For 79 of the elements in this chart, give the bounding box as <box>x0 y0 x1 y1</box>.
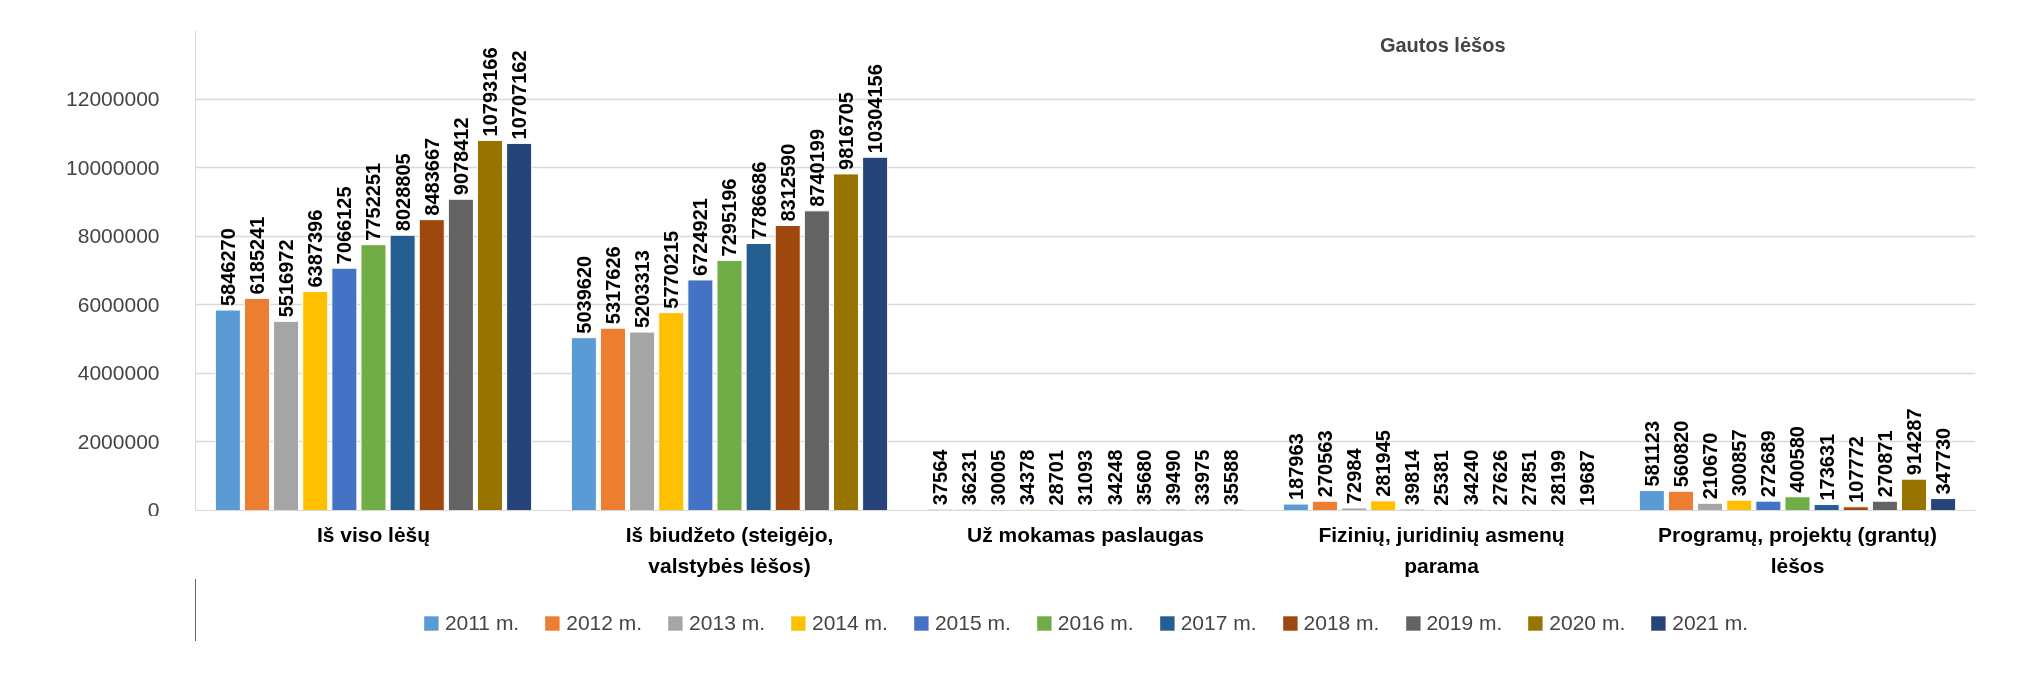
data-label: 5516972 <box>275 239 298 318</box>
x-tick-label: Už mokamas paslaugas <box>967 522 1204 546</box>
data-label: 8740199 <box>805 128 828 207</box>
data-label: 272689 <box>1757 430 1780 498</box>
data-label: 9078412 <box>449 117 472 196</box>
data-label: 7752251 <box>362 162 385 241</box>
x-tick-label: Iš viso lėšų <box>316 522 431 546</box>
legend-label: 2013 m. <box>689 611 765 635</box>
data-label: 30005 <box>987 449 1010 506</box>
y-tick-label: 4000000 <box>77 361 160 385</box>
y-tick-label: 8000000 <box>77 224 160 248</box>
data-label: 28701 <box>1045 449 1068 506</box>
data-label: 7066125 <box>333 186 356 265</box>
data-label: 6387396 <box>304 209 327 288</box>
data-label: 5039620 <box>572 255 595 334</box>
legend-label: 2018 m. <box>1303 611 1380 635</box>
data-label: 173631 <box>1815 433 1838 501</box>
legend-label: 2020 m. <box>1549 611 1626 635</box>
data-label: 5317626 <box>601 246 624 325</box>
data-label: 10793166 <box>479 47 502 137</box>
data-label: 187963 <box>1284 433 1307 501</box>
data-label: 300857 <box>1728 429 1751 497</box>
data-label: 34248 <box>1103 449 1126 506</box>
legend-label: 2017 m. <box>1180 611 1257 635</box>
legend-label: 2012 m. <box>566 611 643 635</box>
y-tick-label: 0 <box>147 497 160 521</box>
data-label: 36231 <box>957 449 980 506</box>
data-label: 107772 <box>1844 436 1867 503</box>
data-label: 5846270 <box>216 228 239 307</box>
x-tick-label: Iš biudžeto (steigėjo, valstybės lėšos) <box>625 522 834 577</box>
data-label: 39814 <box>1401 448 1424 506</box>
data-label: 5203313 <box>631 250 654 329</box>
data-label: 270871 <box>1873 430 1896 498</box>
data-label: 27851 <box>1517 449 1540 506</box>
data-label: 31093 <box>1074 449 1097 506</box>
chart-title: Gautos lėšos <box>1379 33 1506 56</box>
legend-label: 2011 m. <box>444 611 520 635</box>
legend-label: 2014 m. <box>811 611 888 635</box>
data-label: 25381 <box>1430 450 1453 506</box>
data-label: 9816705 <box>835 92 858 170</box>
data-label: 281945 <box>1372 430 1395 497</box>
data-label: 72984 <box>1343 447 1366 504</box>
data-label: 8483667 <box>420 137 443 216</box>
data-label: 27626 <box>1488 449 1511 506</box>
data-label: 37564 <box>928 448 951 506</box>
data-label: 28199 <box>1547 449 1570 506</box>
data-label: 39490 <box>1161 449 1184 506</box>
data-label: 560820 <box>1669 420 1692 488</box>
x-tick-label: Programų, projektų (grantų) lėšos <box>1658 522 1937 577</box>
data-label: 19687 <box>1576 450 1599 506</box>
data-label: 8312590 <box>776 143 799 222</box>
data-label: 10707162 <box>508 50 531 140</box>
data-label: 35680 <box>1132 449 1155 506</box>
data-label: 7786686 <box>747 161 770 240</box>
legend-label: 2019 m. <box>1426 611 1503 635</box>
y-tick-label: 2000000 <box>77 429 160 453</box>
y-tick-label: 6000000 <box>77 292 160 316</box>
data-label: 35588 <box>1220 449 1243 506</box>
data-label: 400580 <box>1786 426 1809 493</box>
data-label: 34240 <box>1459 449 1482 506</box>
data-label: 347730 <box>1932 427 1955 495</box>
data-label: 5770215 <box>660 230 683 309</box>
data-label: 6185241 <box>245 216 268 295</box>
y-tick-label: 12000000 <box>66 87 160 111</box>
data-label: 10304156 <box>864 64 887 154</box>
y-tick-label: 10000000 <box>66 155 160 179</box>
legend-label: 2016 m. <box>1057 611 1134 635</box>
data-label: 270563 <box>1313 430 1336 498</box>
legend-label: 2015 m. <box>934 611 1011 635</box>
data-label: 7295196 <box>718 178 741 257</box>
data-label: 34378 <box>1016 449 1039 506</box>
data-label: 6724921 <box>689 198 712 276</box>
data-label: 33975 <box>1191 449 1214 506</box>
data-label: 914287 <box>1903 408 1926 476</box>
data-label: 8028805 <box>391 153 414 232</box>
data-label: 581123 <box>1640 420 1663 487</box>
data-label: 210670 <box>1699 432 1722 500</box>
x-tick-label: Fizinių, juridinių asmenų parama <box>1318 522 1565 577</box>
legend-label: 2021 m. <box>1672 611 1749 635</box>
